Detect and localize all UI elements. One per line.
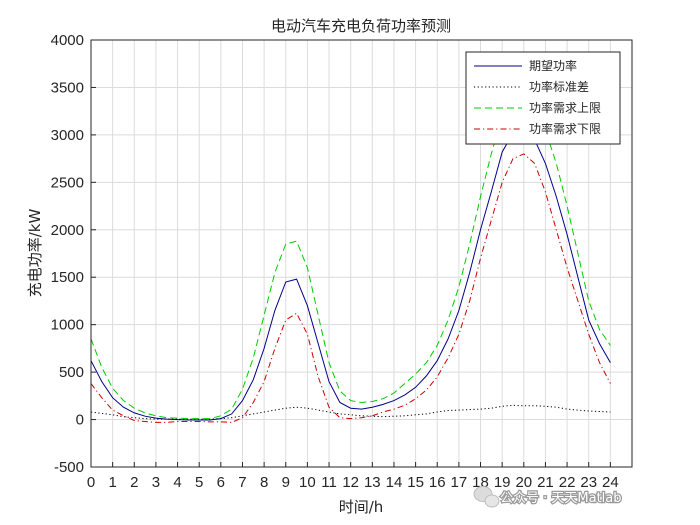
watermark-text: 公众号 · 天天Matlab: [500, 491, 622, 506]
x-tick-label: 0: [87, 474, 95, 491]
x-tick-label: 24: [602, 474, 619, 491]
chart-title: 电动汽车充电负荷功率预测: [271, 17, 451, 35]
watermark: 公众号 · 天天Matlab: [473, 486, 623, 508]
plot-frame: [90, 39, 633, 468]
y-tick-label: 0: [76, 412, 84, 429]
x-tick-label: 2: [130, 474, 138, 491]
legend-label: 功率标准差: [529, 79, 589, 94]
x-tick-label: 23: [580, 474, 597, 491]
series-line-3: [90, 96, 611, 420]
y-tick-label: 2000: [51, 222, 84, 239]
x-tick-label: 5: [195, 474, 203, 491]
x-tick-label: 11: [321, 474, 337, 491]
y-tick-label: -500: [54, 459, 84, 476]
y-axis-label: 充电功率/kW: [26, 209, 44, 298]
y-tick-label: 3000: [51, 127, 84, 144]
x-tick-label: 7: [238, 474, 246, 491]
x-tick-label: 15: [407, 474, 424, 491]
x-tick-label: 20: [515, 474, 532, 491]
wechat-icon: [473, 486, 500, 508]
series-line-4: [90, 153, 611, 423]
x-tick-label: 16: [429, 474, 446, 491]
x-tick-label: 10: [299, 474, 316, 491]
x-tick-label: 22: [559, 474, 576, 491]
x-tick-label: 17: [451, 474, 468, 491]
x-tick-label: 13: [364, 474, 381, 491]
y-tick-label: 500: [59, 364, 84, 381]
x-axis-label: 时间/h: [339, 498, 384, 516]
legend-label: 期望功率: [529, 58, 577, 73]
y-tick-label: 1000: [51, 317, 84, 334]
x-tick-label: 6: [217, 474, 225, 491]
x-tick-label: 12: [342, 474, 359, 491]
y-tick-label: 2500: [51, 174, 84, 191]
x-tick-label: 14: [386, 474, 403, 491]
x-tick-label: 21: [537, 474, 554, 491]
x-tick-label: 1: [108, 474, 116, 491]
legend-label: 功率需求上限: [529, 100, 601, 115]
x-tick-label: 8: [260, 474, 268, 491]
y-tick-label: 3500: [51, 79, 84, 96]
x-tick-label: 3: [152, 474, 160, 491]
y-tick-label: 4000: [51, 32, 84, 49]
y-tick-label: 1500: [51, 269, 84, 286]
x-tick-label: 19: [494, 474, 511, 491]
x-tick-label: 9: [282, 474, 290, 491]
x-tick-label: 4: [173, 474, 181, 491]
ticks: 0 1 2 3 4 5 6 7 8 9 10 11 12 13 14 15 16 17 18 19 20 21 22 23 24…: [51, 32, 619, 491]
legend-label: 功率需求下限: [529, 121, 601, 136]
